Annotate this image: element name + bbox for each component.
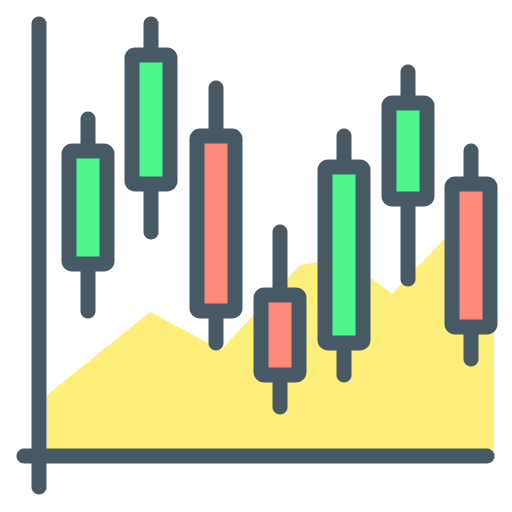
- candle-3-bearish: [197, 88, 235, 343]
- candle-5-bullish: [325, 136, 363, 375]
- candle-2-bullish: [132, 24, 170, 232]
- candle-1-bullish: [69, 119, 107, 311]
- candle-4-bearish: [261, 232, 299, 407]
- candle-body: [197, 136, 235, 311]
- candle-6-bullish: [389, 72, 427, 279]
- candle-body: [452, 184, 490, 327]
- candle-body: [132, 55, 170, 184]
- candle-body: [325, 167, 363, 343]
- candle-body: [261, 295, 299, 375]
- candle-body: [69, 151, 107, 264]
- candle-7-bearish: [452, 151, 490, 359]
- candle-body: [389, 103, 427, 199]
